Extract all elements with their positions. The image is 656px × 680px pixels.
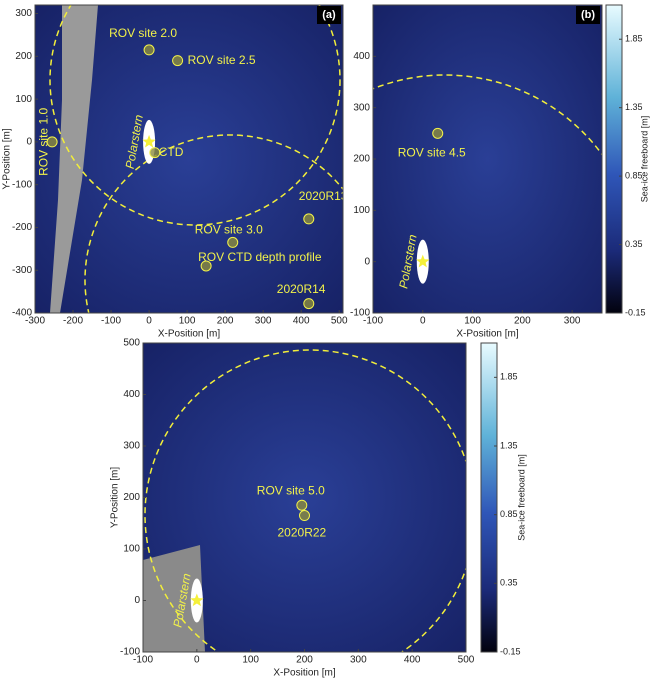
y-tick-label: 300 bbox=[353, 102, 370, 113]
x-tick-label: 0 bbox=[420, 316, 426, 327]
x-tick-label: 200 bbox=[217, 316, 234, 327]
x-tick-label: -200 bbox=[63, 316, 83, 327]
y-tick-label: -100 bbox=[120, 647, 140, 658]
y-tick-label: -400 bbox=[12, 308, 32, 319]
y-tick-label: -200 bbox=[12, 222, 32, 233]
y-tick-label: 0 bbox=[26, 137, 32, 148]
x-tick-label: 300 bbox=[564, 316, 581, 327]
axes-frame bbox=[34, 4, 344, 314]
panel-label-box bbox=[576, 6, 600, 24]
site-marker bbox=[303, 298, 315, 310]
colorbar-tick-label: -0.15 bbox=[500, 646, 521, 656]
colorbar-tick-label: 0.35 bbox=[625, 239, 643, 249]
site-marker bbox=[296, 499, 308, 511]
y-tick-label: 200 bbox=[15, 51, 32, 62]
x-tick-label: 400 bbox=[293, 316, 310, 327]
range-circle bbox=[84, 134, 343, 313]
x-tick-label: 300 bbox=[350, 655, 367, 666]
y-tick-label: 200 bbox=[353, 154, 370, 165]
colorbar-tick-label: 0.85 bbox=[500, 509, 518, 519]
x-tick-label: -100 bbox=[133, 655, 153, 666]
colorbar-label: Sea-ice freeboard [m] bbox=[516, 454, 526, 541]
site-label: ROV site 2.0 bbox=[109, 26, 177, 40]
y-tick-label: -100 bbox=[350, 308, 370, 319]
x-tick-label: 400 bbox=[404, 655, 421, 666]
y-axis-label: Y-Position [m] bbox=[110, 467, 121, 529]
no-data bbox=[143, 545, 205, 652]
site-marker bbox=[143, 44, 155, 56]
site-marker bbox=[303, 213, 315, 225]
colorbar bbox=[605, 4, 623, 314]
site-label: ROV site 5.0 bbox=[257, 483, 325, 497]
x-axis-label: X-Position [m] bbox=[273, 668, 335, 679]
panel-label: (a) bbox=[322, 9, 336, 21]
ship-star bbox=[190, 593, 204, 607]
y-tick-label: 100 bbox=[123, 544, 140, 555]
site-marker bbox=[432, 127, 444, 139]
site-label: ROV site 1.0 bbox=[36, 108, 50, 176]
x-tick-label: 500 bbox=[458, 655, 475, 666]
x-tick-label: -100 bbox=[363, 316, 383, 327]
y-tick-label: 200 bbox=[123, 492, 140, 503]
site-marker bbox=[200, 260, 212, 272]
y-tick-label: -300 bbox=[12, 265, 32, 276]
colorbar-tick-label: 1.35 bbox=[500, 440, 518, 450]
site-marker bbox=[46, 136, 58, 148]
site-label: ROV site 2.5 bbox=[188, 53, 256, 67]
x-tick-label: 100 bbox=[242, 655, 259, 666]
x-tick-label: 100 bbox=[464, 316, 481, 327]
x-tick-label: 500 bbox=[331, 316, 348, 327]
x-axis-label: X-Position [m] bbox=[158, 329, 220, 340]
ice-map bbox=[373, 5, 602, 313]
x-tick-label: 300 bbox=[255, 316, 272, 327]
site-label: ROV CTD depth profile bbox=[198, 250, 322, 264]
site-label: CTD bbox=[159, 145, 184, 159]
x-tick-label: 0 bbox=[146, 316, 152, 327]
site-label: 2020R22 bbox=[278, 526, 327, 540]
y-tick-label: -100 bbox=[12, 179, 32, 190]
range-circle bbox=[49, 5, 341, 226]
x-tick-label: 100 bbox=[179, 316, 196, 327]
y-tick-label: 100 bbox=[15, 94, 32, 105]
y-tick-label: 300 bbox=[123, 441, 140, 452]
y-tick-label: 0 bbox=[364, 256, 370, 267]
x-tick-label: -100 bbox=[101, 316, 121, 327]
y-tick-label: 400 bbox=[123, 389, 140, 400]
colorbar bbox=[480, 342, 498, 653]
colorbar-tick-label: -0.15 bbox=[625, 307, 646, 317]
x-axis-label: X-Position [m] bbox=[456, 329, 518, 340]
y-tick-label: 500 bbox=[123, 338, 140, 349]
colorbar-tick-label: 0.85 bbox=[625, 170, 643, 180]
colorbar-tick-label: 0.35 bbox=[500, 578, 518, 588]
x-tick-label: 200 bbox=[514, 316, 531, 327]
panel-label: (b) bbox=[581, 9, 595, 21]
ship-star bbox=[142, 134, 156, 148]
y-tick-label: 100 bbox=[353, 205, 370, 216]
site-marker bbox=[172, 55, 184, 67]
ship-star bbox=[416, 254, 430, 268]
x-tick-label: 200 bbox=[296, 655, 313, 666]
y-tick-label: 300 bbox=[15, 8, 32, 19]
colorbar-tick-label: 1.85 bbox=[500, 372, 518, 382]
y-axis-label: Y-Position [m] bbox=[2, 128, 13, 190]
x-tick-label: -300 bbox=[25, 316, 45, 327]
colorbar-tick-label: 1.85 bbox=[625, 34, 643, 44]
site-label: ROV site 4.5 bbox=[398, 146, 466, 160]
colorbar-label: Sea-ice freeboard [m] bbox=[639, 116, 649, 203]
site-label: ROV site 3.0 bbox=[195, 223, 263, 237]
panel-label-box bbox=[317, 6, 341, 24]
site-label: 2020R14 bbox=[277, 282, 326, 296]
y-tick-label: 0 bbox=[134, 595, 140, 606]
site-marker bbox=[299, 510, 310, 522]
site-marker bbox=[149, 147, 161, 159]
x-tick-label: 0 bbox=[194, 655, 200, 666]
site-label: 2020R13 bbox=[299, 189, 348, 203]
y-tick-label: 400 bbox=[353, 51, 370, 62]
site-marker bbox=[227, 236, 239, 248]
colorbar-tick-label: 1.35 bbox=[625, 102, 643, 112]
